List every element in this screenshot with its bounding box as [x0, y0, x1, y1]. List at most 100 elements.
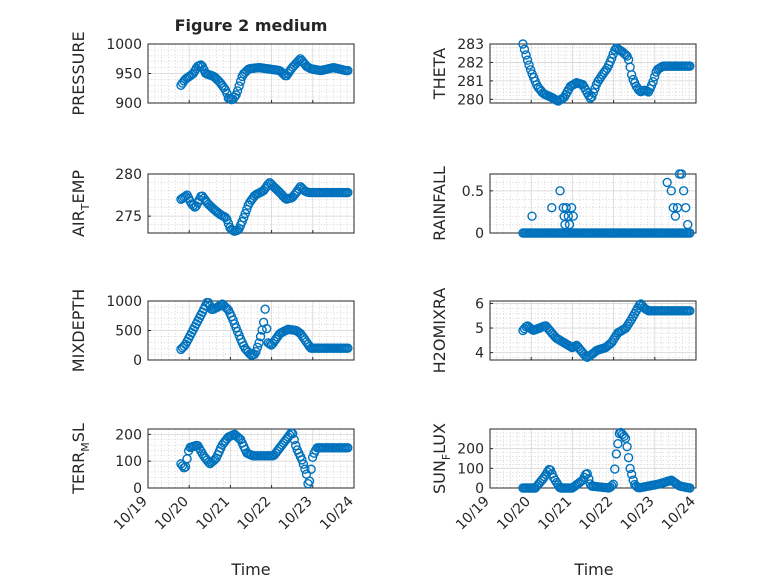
data-point	[196, 60, 206, 70]
data-point	[668, 203, 679, 213]
data-point	[539, 472, 550, 482]
y-axis-label: TERRMSL	[69, 423, 92, 495]
data-point	[521, 50, 531, 60]
y-label-main: SUN	[430, 460, 449, 494]
data-point	[610, 464, 620, 474]
data-point	[257, 186, 267, 197]
data-point	[587, 92, 597, 102]
data-point	[298, 459, 309, 469]
x-tick-label: 10/19	[111, 494, 151, 534]
x-tick-label: 10/22	[577, 494, 617, 534]
y-tick-label: 900	[115, 96, 142, 112]
y-label-tail: SL	[69, 423, 88, 442]
y-tick-label: 200	[115, 427, 142, 443]
data-point	[685, 61, 695, 71]
data-point	[222, 214, 232, 225]
x-tick-label: 10/23	[618, 494, 658, 534]
x-tick-label: 10/19	[453, 494, 493, 534]
data-point	[626, 469, 637, 480]
data-point	[232, 225, 243, 235]
y-tick-label: 0	[475, 226, 484, 242]
data-point	[186, 199, 197, 209]
data-point	[234, 81, 244, 91]
data-point	[343, 187, 353, 198]
y-tick-label: 0	[475, 481, 484, 497]
x-tick-label: 10/23	[276, 494, 316, 534]
y-tick-label: 1000	[106, 37, 142, 53]
data-point	[239, 213, 249, 223]
y-label-main: THETA	[430, 48, 449, 100]
data-point	[260, 304, 270, 314]
y-label-tail: LUX	[430, 423, 449, 454]
x-axis-label-left: Time	[230, 560, 270, 579]
y-tick-label: 0	[133, 481, 142, 497]
data-point	[685, 483, 695, 493]
y-axis-label: AIRTEMP	[69, 170, 92, 237]
data-point	[681, 203, 691, 213]
y-axis-label: MIXDEPTH	[69, 289, 88, 372]
data-point	[222, 303, 232, 314]
data-point	[662, 177, 672, 188]
data-point	[265, 339, 275, 349]
data-point	[622, 321, 632, 331]
x-tick-label: 10/21	[535, 494, 575, 534]
plot-frame	[489, 300, 697, 361]
y-tick-label: 0.5	[462, 184, 484, 200]
data-point	[220, 302, 231, 312]
data-point	[343, 343, 353, 353]
subplot-air: 275 280 AIRTEMP	[69, 167, 355, 237]
data-point	[203, 457, 214, 467]
data-point	[179, 341, 189, 352]
data-point	[176, 344, 186, 355]
subplot-theta: 280 281 282 283 THETA	[430, 37, 697, 108]
y-label-subscript: F	[440, 454, 453, 460]
y-label-main: TERR	[69, 452, 88, 495]
data-point	[608, 335, 618, 345]
x-tick-label: 10/20	[152, 494, 192, 534]
data-point	[518, 39, 528, 49]
data-point	[297, 455, 307, 465]
data-point	[547, 203, 557, 213]
y-tick-label: 500	[115, 324, 142, 340]
data-point	[300, 464, 310, 474]
data-point	[670, 211, 681, 221]
data-point	[581, 351, 591, 361]
data-point	[343, 443, 353, 453]
x-tick-label: 10/20	[494, 494, 534, 534]
plot-frame	[147, 43, 355, 104]
data-point	[678, 186, 689, 196]
subplot-h2omixra: 4 5 6 H2OMIXRA	[430, 288, 697, 374]
y-tick-label: 200	[457, 442, 484, 458]
data-point	[607, 337, 617, 348]
data-point	[306, 464, 316, 474]
y-tick-label: 5	[475, 321, 484, 337]
data-point	[519, 44, 530, 55]
y-tick-label: 283	[457, 37, 484, 53]
data-point	[179, 463, 189, 473]
data-point	[666, 186, 676, 196]
subplot-pressure: 900 950 1000 PRESSURE	[69, 31, 355, 116]
y-label-main: MIXDEPTH	[69, 289, 88, 372]
data-point	[555, 186, 565, 196]
data-point	[289, 434, 299, 445]
y-tick-label: 0	[133, 353, 142, 369]
data-point	[623, 452, 634, 463]
data-point	[676, 169, 687, 179]
y-label-tail: EMP	[69, 170, 88, 204]
y-tick-label: 4	[475, 346, 484, 362]
y-label-main: PRESSURE	[69, 31, 88, 115]
data-point	[600, 65, 611, 76]
data-point	[619, 48, 629, 59]
data-point	[254, 338, 264, 348]
data-point	[619, 431, 629, 442]
y-tick-label: 282	[457, 55, 484, 71]
data-point	[252, 342, 263, 352]
x-axis-label-right: Time	[573, 560, 613, 579]
data-point	[610, 332, 620, 343]
y-axis-label: H2OMIXRA	[430, 288, 449, 374]
data-point	[255, 331, 266, 342]
figure-title: Figure 2 medium	[175, 16, 328, 35]
data-point	[524, 60, 534, 70]
data-point	[208, 456, 218, 466]
